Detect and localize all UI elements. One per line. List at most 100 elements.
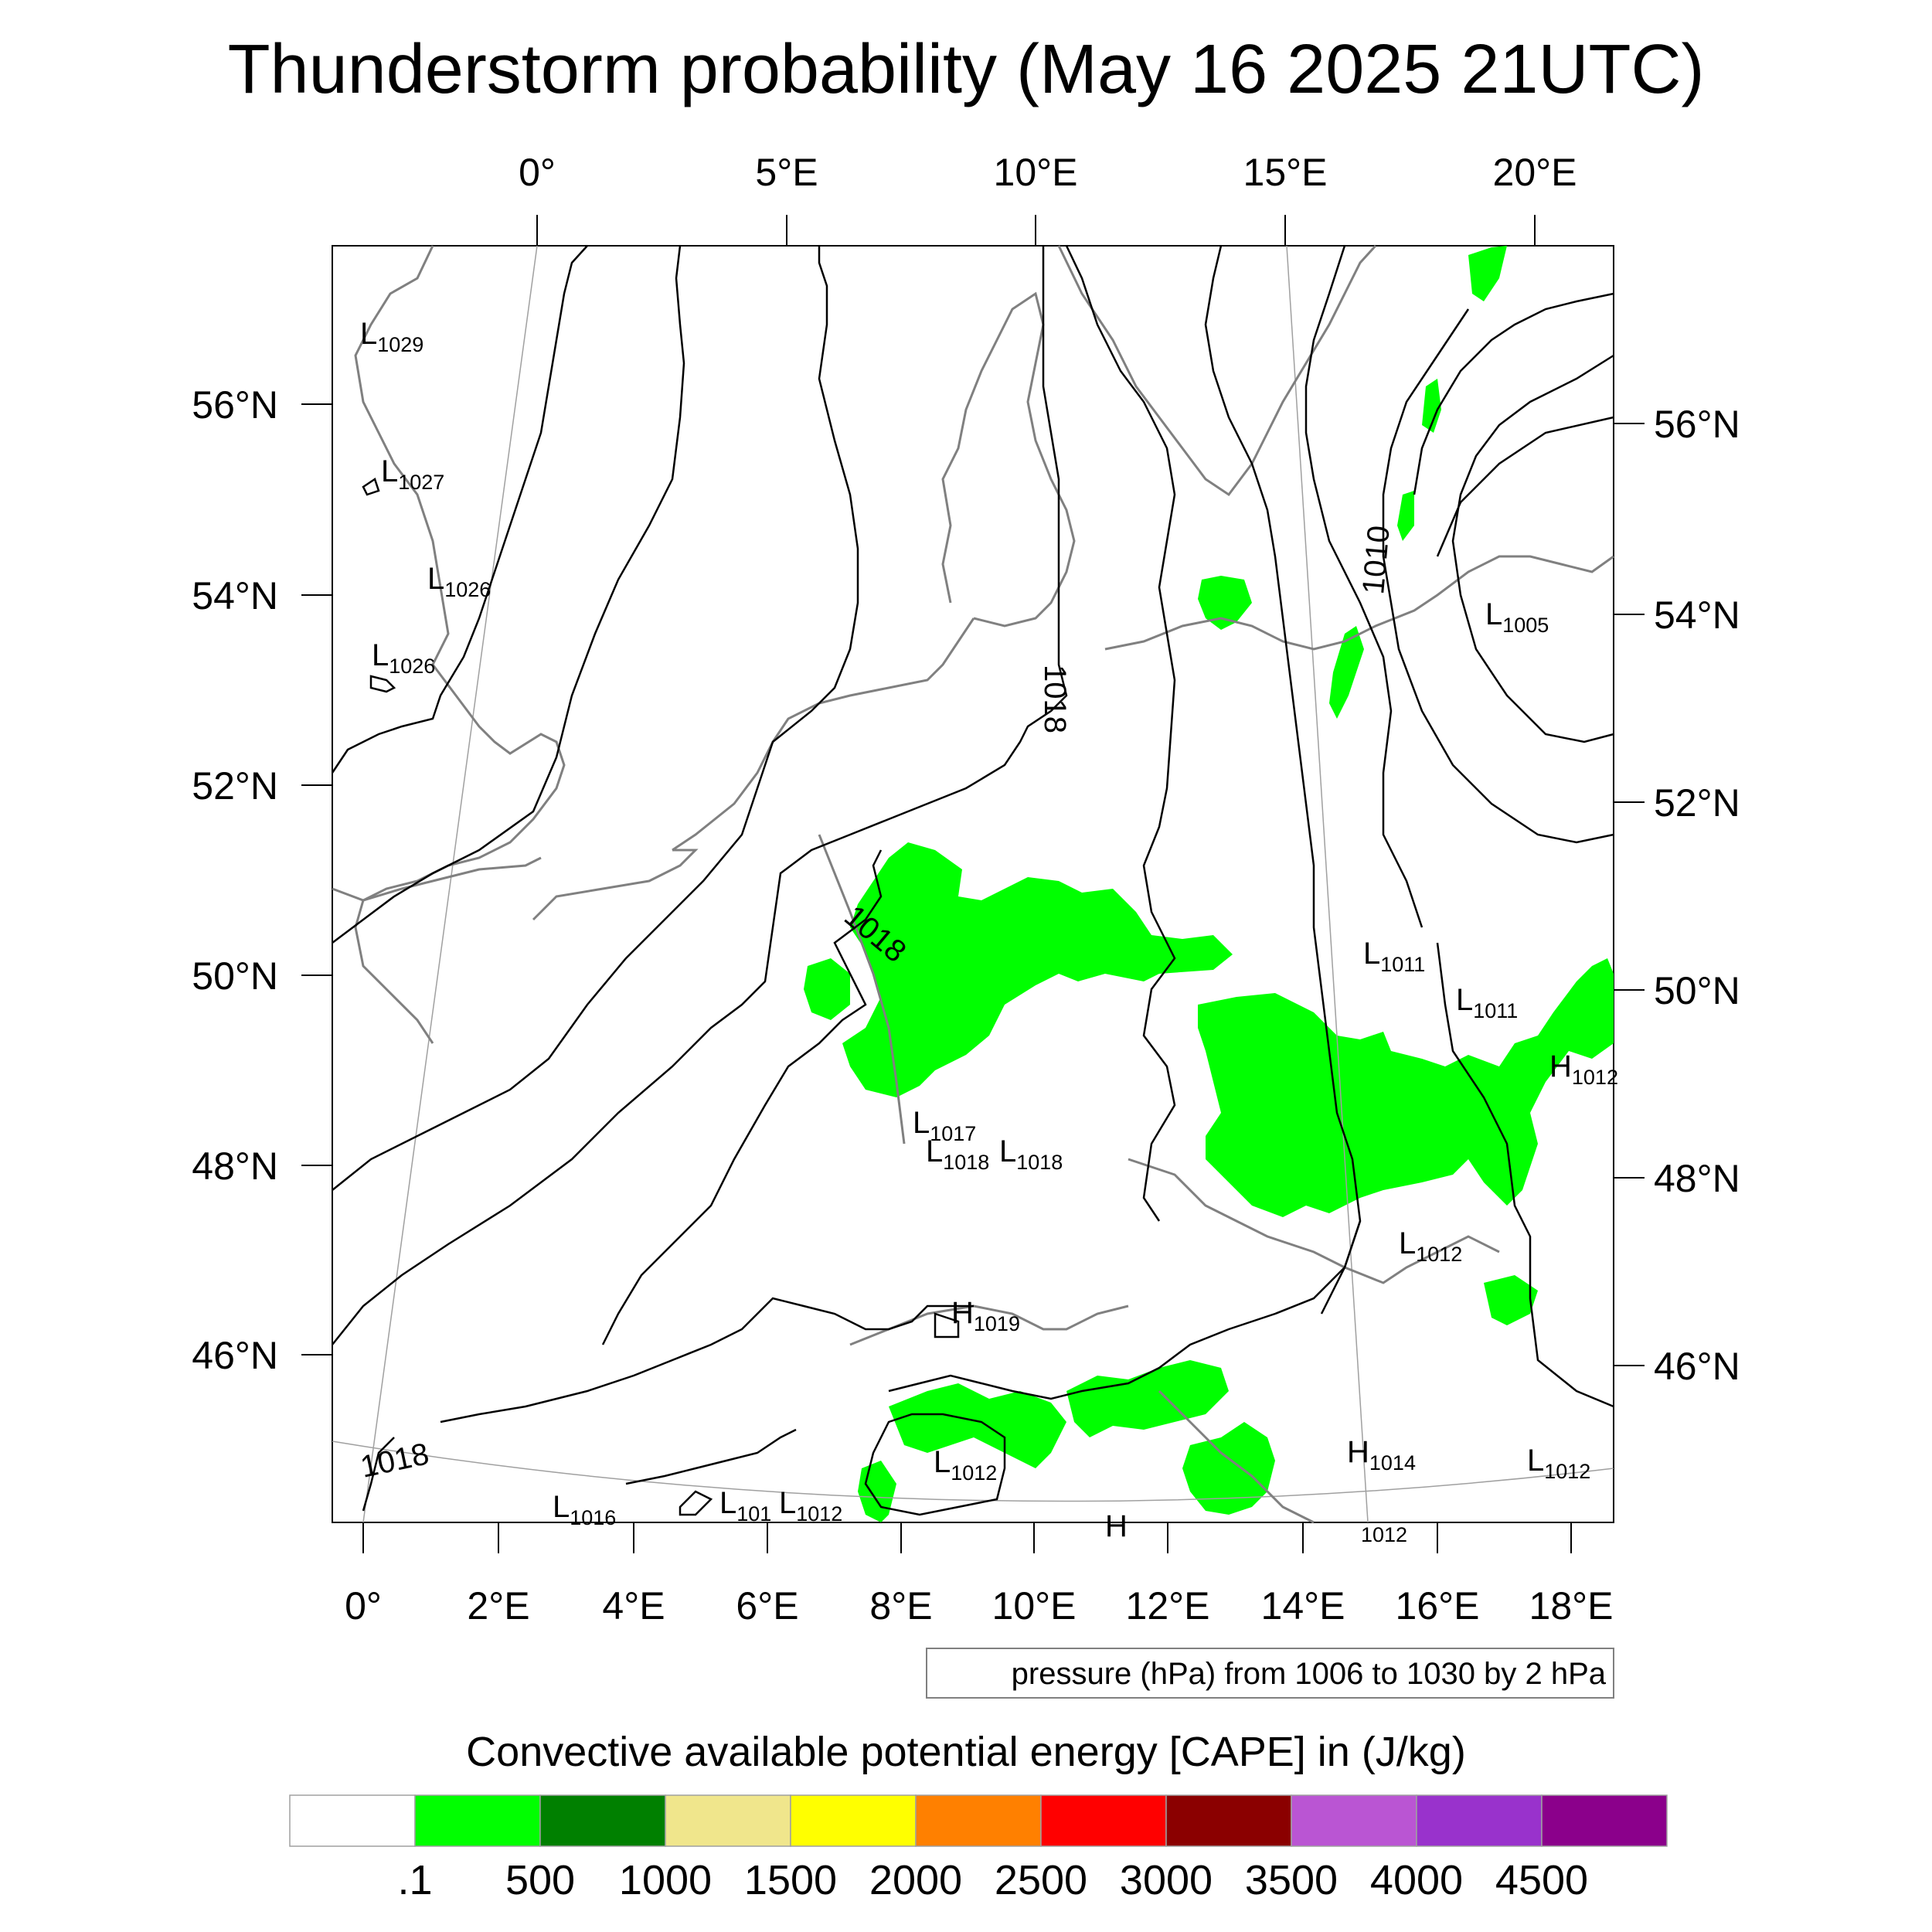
colorbar-tick-label: 500 xyxy=(505,1857,575,1903)
coast-adriatic xyxy=(1158,1389,1315,1524)
right-lat-label: 56°N xyxy=(1654,403,1740,446)
pressure-center: L1012 xyxy=(779,1486,842,1526)
isobars xyxy=(331,245,1614,1516)
coast-uk-east xyxy=(354,245,566,1044)
cape-regions xyxy=(804,246,1614,1522)
pressure-center: L1016 xyxy=(553,1490,616,1529)
cape-region-poland xyxy=(1329,626,1364,719)
bottom-lon-label: 6°E xyxy=(736,1584,798,1628)
pressure-centers: L1029 L1027 L1026 L1026 L1005 L1011 L101… xyxy=(360,317,1618,1546)
cape-region-northeast xyxy=(804,958,850,1020)
isobar-10 xyxy=(1413,292,1614,495)
cape-region-scan-2 xyxy=(1422,379,1441,433)
pressure-center: L1029 xyxy=(360,317,423,356)
left-lat-label: 52°N xyxy=(192,764,278,808)
top-lon-label: 5°E xyxy=(755,151,818,194)
colorbar-swatch xyxy=(1040,1794,1167,1847)
colorbar-tick-label: 1000 xyxy=(619,1857,712,1903)
colorbar-tick-label: .1 xyxy=(397,1857,432,1903)
cape-region-hungary xyxy=(1484,1275,1538,1325)
isobar-7 xyxy=(1204,245,1362,1315)
pressure-center: L1011 xyxy=(1363,937,1425,976)
pressure-center: L1012 xyxy=(934,1445,997,1485)
top-lon-label: 20°E xyxy=(1493,151,1577,194)
isobar-9 xyxy=(1382,308,1614,844)
cape-region-scan-3 xyxy=(1397,491,1414,541)
colorbar-tick-label: 3000 xyxy=(1120,1857,1213,1903)
right-lat-label: 50°N xyxy=(1654,969,1740,1012)
colorbar-swatch xyxy=(1416,1794,1543,1847)
pressure-center: H1012 xyxy=(1549,1049,1618,1089)
right-lat-label: 52°N xyxy=(1654,781,1740,825)
colorbar-tick-label: 2500 xyxy=(995,1857,1087,1903)
colorbar-ticks: .1 500 1000 1500 2000 2500 3000 3500 4000 4500 xyxy=(397,1857,1588,1903)
cape-region-alps-3 xyxy=(1182,1422,1275,1515)
colorbar: Convective available potential energy [C… xyxy=(289,1729,1668,1903)
pressure-center: L1018 xyxy=(926,1134,989,1174)
bottom-lon-label: 8°E xyxy=(869,1584,932,1628)
isobar-12 xyxy=(1436,416,1614,557)
pressure-center: L101 xyxy=(719,1486,771,1526)
isobar-low-3 xyxy=(362,478,380,496)
coast-baltic-south xyxy=(1104,555,1614,651)
colorbar-swatch xyxy=(1165,1794,1292,1847)
left-lat-label: 56°N xyxy=(192,383,278,427)
isobar-8 xyxy=(1304,245,1423,928)
map-plot-area: 1018 1018 1018 1010 L1029 L1027 L1026 L1… xyxy=(331,244,1618,1546)
border-france-germany xyxy=(818,834,906,1145)
bottom-lon-label: 14°E xyxy=(1261,1584,1345,1628)
colorbar-swatch xyxy=(1541,1794,1668,1847)
isobar-13 xyxy=(1436,942,1614,1408)
colorbar-tick-label: 4000 xyxy=(1370,1857,1463,1903)
colorbar-tick-label: 4500 xyxy=(1495,1857,1588,1903)
pressure-center: L1005 xyxy=(1485,597,1549,637)
colorbar-swatch xyxy=(915,1794,1042,1847)
right-lat-axis: 56°N 54°N 52°N 50°N 48°N 46°N xyxy=(1614,403,1740,1388)
pressure-center: L1026 xyxy=(427,562,491,601)
isobar-2 xyxy=(332,245,685,944)
pressure-center: H1019 xyxy=(951,1296,1020,1335)
left-lat-label: 46°N xyxy=(192,1334,278,1377)
figure-title: Thunderstorm probability (May 16 2025 21… xyxy=(228,31,1705,108)
top-lon-axis: 0° 5°E 10°E 15°E 20°E xyxy=(519,151,1577,246)
colorbar-swatch xyxy=(289,1794,416,1847)
isobar-16 xyxy=(440,1297,974,1423)
left-lat-label: 50°N xyxy=(192,954,278,998)
pressure-center: H xyxy=(1105,1509,1128,1543)
isobar-5 xyxy=(601,849,883,1345)
coast-sweden xyxy=(1057,244,1377,497)
meridian-15e xyxy=(1286,245,1369,1523)
bottom-lon-label: 2°E xyxy=(467,1584,529,1628)
isobar-14 xyxy=(888,1220,1362,1400)
border-central-europe xyxy=(1128,1158,1500,1284)
isobar-low-4 xyxy=(934,1312,960,1338)
right-lat-label: 54°N xyxy=(1654,594,1740,637)
pressure-center: 1012 xyxy=(1361,1523,1407,1546)
top-lon-label: 10°E xyxy=(994,151,1078,194)
cape-region-alps-1 xyxy=(889,1383,1066,1468)
bottom-lon-label: 16°E xyxy=(1396,1584,1480,1628)
bottom-lon-label: 18°E xyxy=(1529,1584,1614,1628)
right-lat-label: 48°N xyxy=(1654,1157,1740,1200)
colorbar-tick-label: 2000 xyxy=(869,1857,962,1903)
pressure-center: L1012 xyxy=(1527,1444,1590,1483)
isobar-6 xyxy=(1065,245,1176,1222)
top-lon-label: 0° xyxy=(519,151,556,194)
bottom-lon-axis: 0° 2°E 4°E 6°E 8°E 10°E 12°E 14°E 16°E 1… xyxy=(345,1522,1613,1628)
map-frame xyxy=(332,245,1614,1523)
bottom-lon-label: 0° xyxy=(345,1584,382,1628)
left-lat-label: 48°N xyxy=(192,1145,278,1188)
pressure-center: L1018 xyxy=(999,1134,1063,1174)
isobar-1 xyxy=(331,245,588,774)
bottom-lon-label: 12°E xyxy=(1126,1584,1210,1628)
colorbar-swatch xyxy=(539,1794,666,1847)
contour-label-1010: 1010 xyxy=(1356,524,1396,595)
isobar-17 xyxy=(625,1428,797,1485)
isobar-11 xyxy=(1451,354,1614,743)
colorbar-swatch xyxy=(790,1794,917,1847)
isobar-low-1 xyxy=(679,1490,713,1516)
bottom-lon-label: 4°E xyxy=(602,1584,665,1628)
pressure-center: L1027 xyxy=(381,454,444,494)
cape-region-central xyxy=(842,842,1233,1097)
